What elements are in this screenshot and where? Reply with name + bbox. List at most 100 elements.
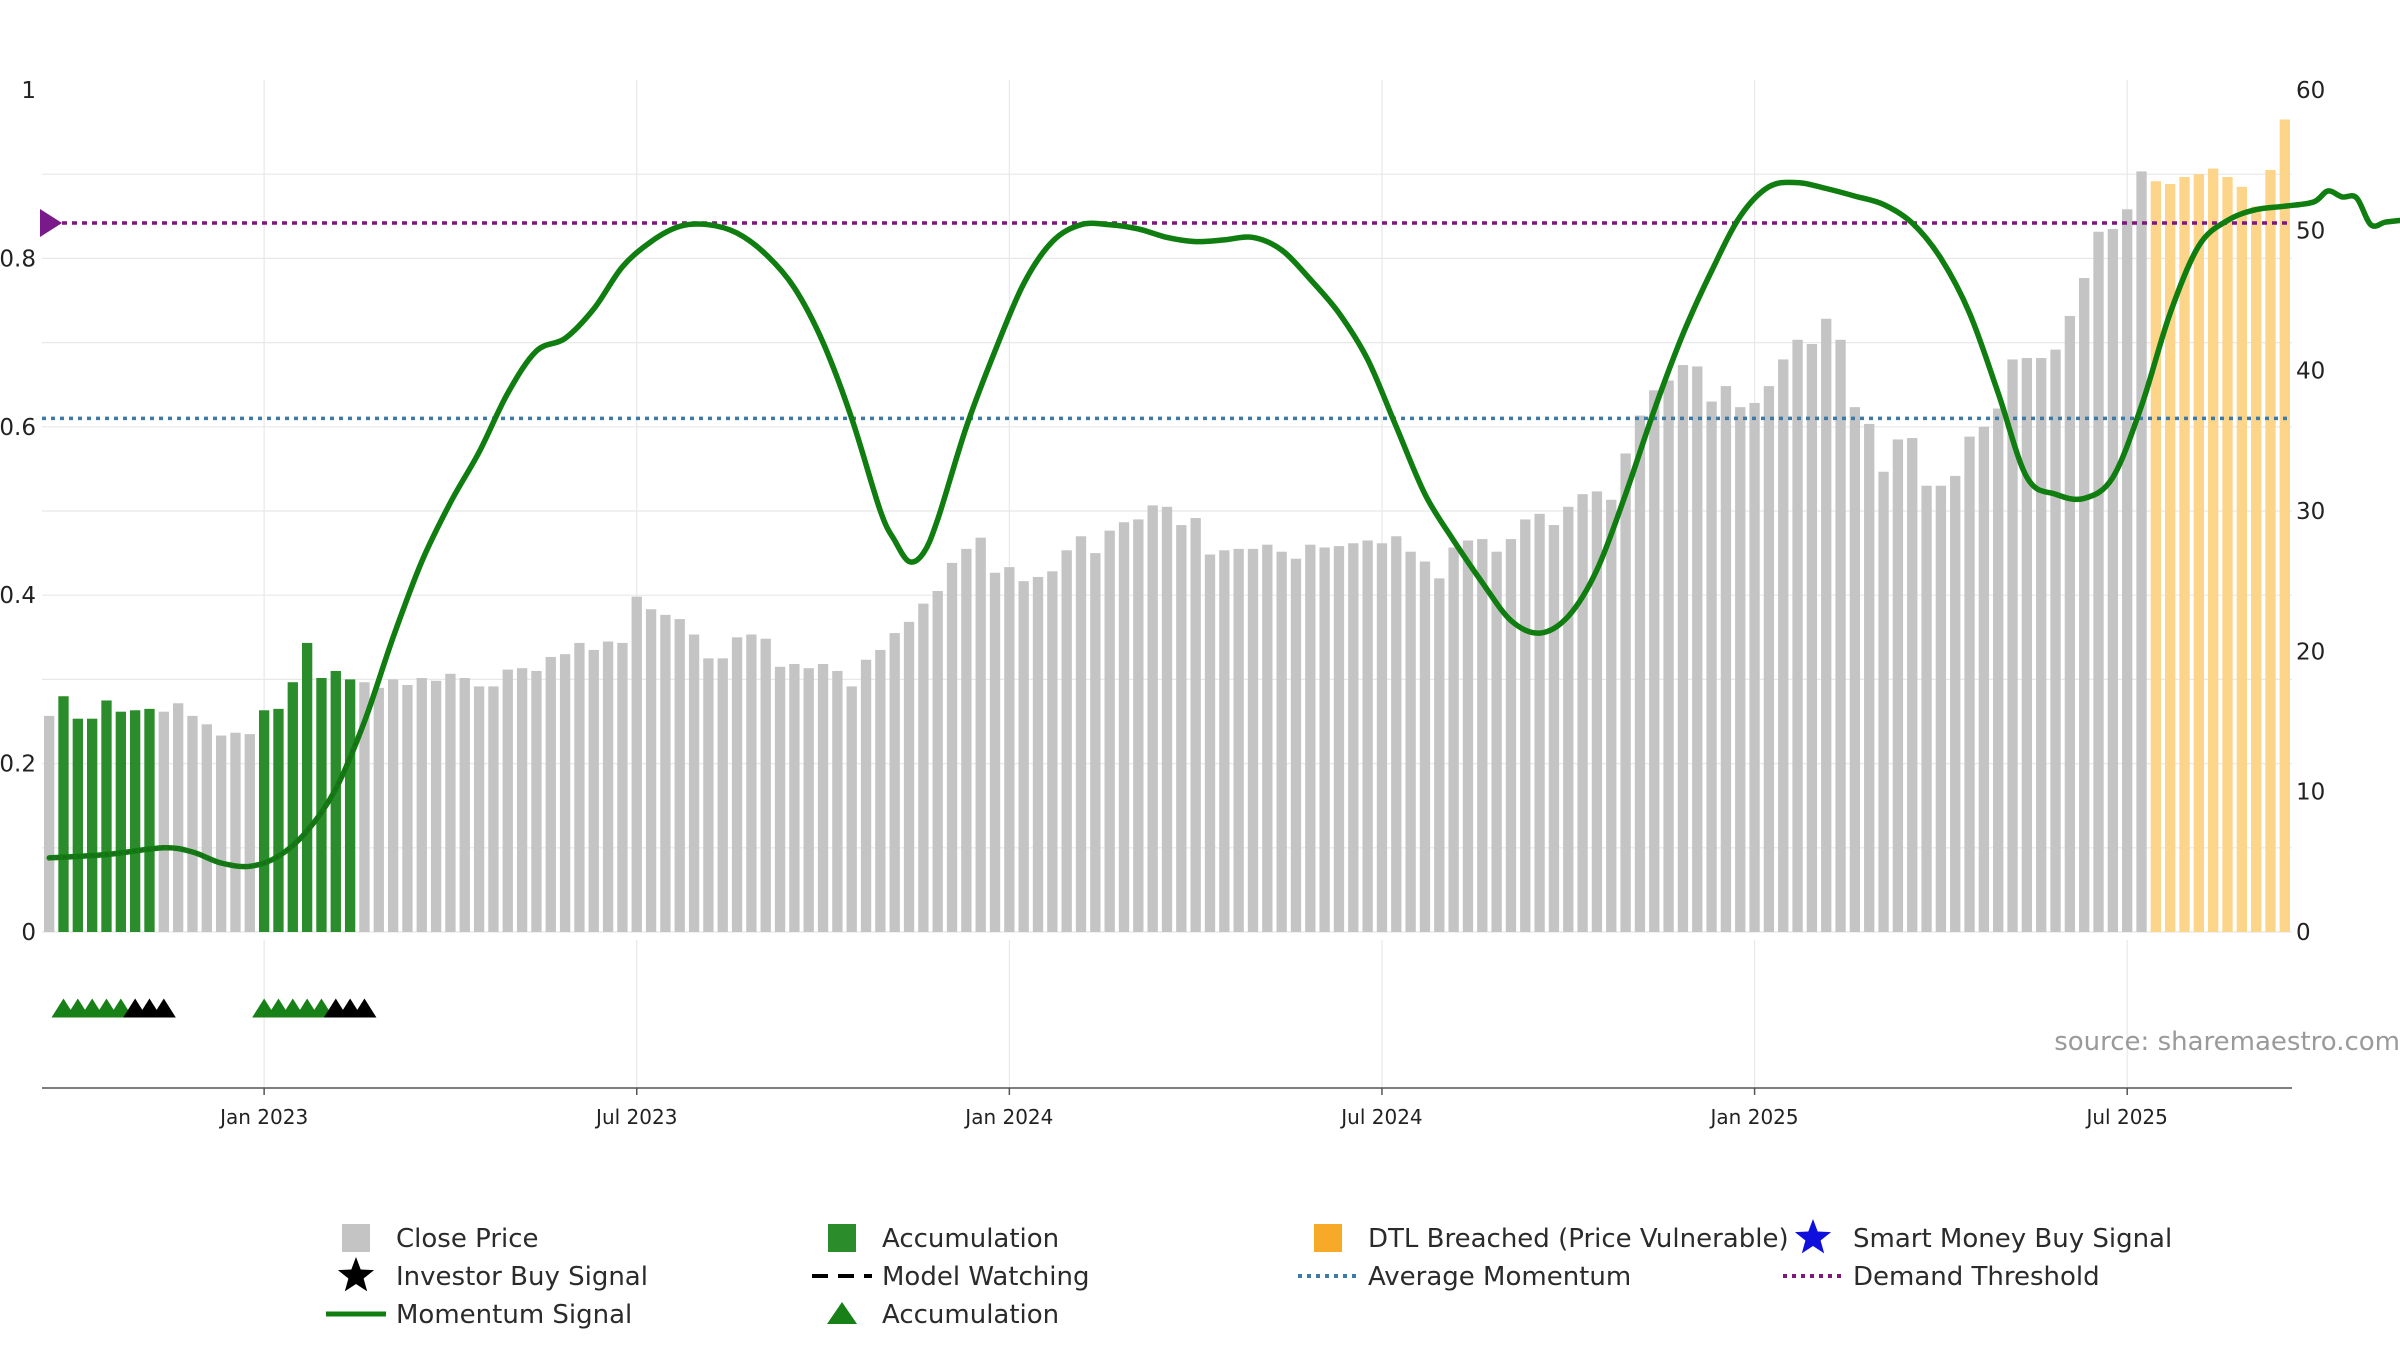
close-price-bar — [1720, 386, 1732, 932]
investor-signal-triangle — [352, 998, 377, 1018]
close-price-bar — [1276, 551, 1287, 932]
dtl-bar — [2165, 184, 2176, 933]
dtl-bar — [2265, 169, 2276, 933]
left-axis-tick-label: 0.8 — [0, 246, 36, 272]
right-axis-tick-label: 30 — [2296, 499, 2325, 525]
legend-close-price-swatch — [342, 1224, 370, 1252]
signal-markers — [51, 998, 377, 1018]
x-axis: Jan 2023 Jul 2023 Jan 2024 Jul 2024 Jan 2025… — [42, 1087, 2292, 1129]
close-price-bar — [1419, 561, 1431, 932]
reference-lines — [40, 209, 2292, 421]
close-price-bar — [1462, 540, 1474, 932]
close-price-bar — [1247, 548, 1259, 932]
accumulation-bar — [115, 711, 126, 932]
x-axis-tick-label: Jan 2024 — [963, 1105, 1053, 1129]
source-label: source: sharemaestro.com — [2054, 1027, 2400, 1057]
close-price-bar — [1663, 380, 1674, 932]
close-price-bar — [1262, 544, 1273, 932]
close-price-bar — [44, 715, 55, 932]
close-price-bar — [2136, 171, 2147, 933]
left-axis-tick-label: 0.6 — [0, 415, 36, 441]
legend-label: Smart Money Buy Signal — [1853, 1224, 2172, 1254]
close-price-bar — [803, 668, 814, 932]
close-price-bar — [1333, 546, 1345, 932]
close-price-bar — [703, 658, 714, 932]
close-price-bar — [2036, 358, 2047, 933]
close-price-bar — [731, 637, 743, 932]
close-price-bar — [889, 633, 900, 932]
close-price-bar — [1362, 540, 1373, 932]
x-axis-tick-label: Jan 2025 — [1709, 1105, 1799, 1129]
close-price-bar — [1921, 485, 1932, 932]
investor-signal-triangle — [151, 998, 176, 1018]
accumulation-bar — [344, 679, 356, 932]
close-price-bar — [1591, 491, 1603, 932]
model-watching-overlay — [49, 721, 366, 868]
close-price-bar — [1233, 548, 1244, 932]
accumulation-bar — [330, 670, 341, 932]
close-price-bar — [559, 654, 571, 932]
price-bars — [44, 119, 2290, 933]
close-price-bar — [1376, 543, 1388, 932]
close-price-bar — [975, 537, 986, 932]
close-price-bar — [1634, 415, 1646, 932]
dtl-bar — [2222, 177, 2233, 933]
accumulation-bar — [301, 642, 313, 932]
close-price-bar — [860, 659, 872, 932]
momentum-series — [46, 179, 2400, 870]
close-price-bar — [1864, 423, 1875, 932]
close-price-bar — [1161, 506, 1173, 932]
close-price-bar — [201, 724, 212, 932]
dtl-bar — [2279, 119, 2290, 933]
dtl-bar — [2150, 181, 2162, 932]
close-price-bar — [1018, 581, 1029, 932]
close-price-bar — [1620, 453, 1631, 932]
dtl-bar — [2236, 186, 2247, 932]
dtl-bar — [2208, 168, 2219, 932]
close-price-bar — [2122, 209, 2133, 933]
close-price-bar — [2079, 278, 2090, 933]
close-price-bar — [760, 638, 771, 932]
close-price-bar — [502, 669, 513, 932]
close-price-bar — [473, 686, 485, 932]
legend-label: Demand Threshold — [1853, 1262, 2100, 1292]
legend-investor-star-icon — [337, 1257, 375, 1292]
demand-threshold-marker — [40, 209, 62, 238]
close-price-bar — [645, 609, 657, 932]
left-axis-tick-label: 0 — [21, 920, 36, 946]
dtl-bar — [2193, 174, 2205, 932]
close-price-bar — [1032, 576, 1044, 932]
close-price-bar — [602, 641, 614, 932]
close-price-bar — [989, 572, 1001, 932]
close-price-bar — [230, 732, 241, 932]
close-price-bar — [832, 670, 843, 932]
close-price-bar — [1950, 475, 1961, 932]
right-axis-tick-label: 40 — [2296, 359, 2325, 385]
close-price-bar — [1878, 471, 1889, 932]
close-price-bar — [1806, 344, 1818, 933]
close-price-bar — [932, 590, 943, 932]
close-price-bar — [1735, 407, 1746, 932]
accumulation-bar — [144, 708, 155, 932]
accumulation-bar — [87, 718, 98, 932]
legend-label: Momentum Signal — [396, 1300, 632, 1330]
close-price-bar — [1090, 553, 1101, 932]
close-price-bar — [1147, 505, 1158, 932]
close-price-bar — [617, 642, 628, 932]
close-price-bar — [1434, 578, 1445, 932]
left-axis-tick-label: 0.2 — [0, 752, 36, 778]
close-price-bar — [688, 634, 700, 932]
close-price-bar — [946, 562, 958, 932]
accumulation-bar — [72, 718, 83, 932]
x-axis-tick-label: Jul 2023 — [594, 1105, 677, 1129]
close-price-bar — [1004, 567, 1015, 932]
legend-label: Investor Buy Signal — [396, 1262, 648, 1292]
close-price-bar — [1477, 539, 1488, 932]
close-price-bar — [516, 668, 528, 932]
legend: Close Price Accumulation DTL Breached (Pri… — [326, 1219, 2172, 1330]
close-price-bar — [846, 686, 857, 932]
close-price-bar — [373, 687, 384, 932]
close-price-bar — [1348, 543, 1359, 932]
dtl-bar — [2251, 206, 2262, 932]
